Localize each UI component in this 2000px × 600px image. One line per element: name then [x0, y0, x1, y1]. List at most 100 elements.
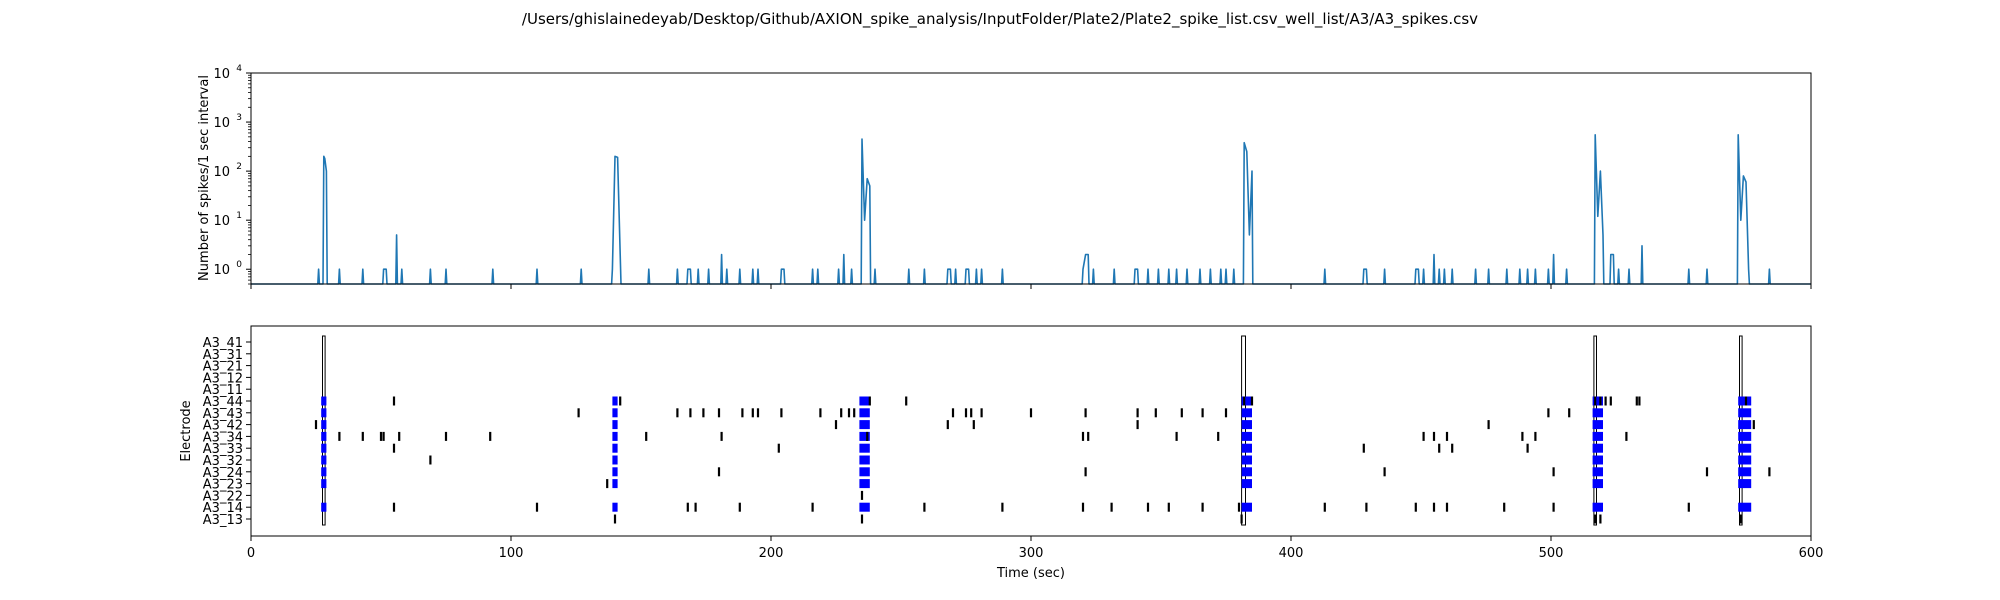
electrode-label: A3_34 [203, 430, 243, 445]
electrode-label: A3_23 [203, 478, 243, 493]
y-tick-label: 10 [213, 214, 230, 229]
burst-mark [321, 502, 327, 512]
x-tick-label: 0 [247, 546, 255, 561]
electrode-label: A3_33 [203, 442, 243, 457]
burst-mark [1241, 467, 1252, 477]
burst-mark [612, 420, 618, 430]
spike-count-plot-frame [250, 72, 1812, 285]
spike-count-x-ticks [250, 284, 1812, 289]
burst-mark [612, 479, 618, 489]
burst-mark [612, 408, 618, 418]
burst-mark [1241, 431, 1252, 441]
y-tick-exponent: 4 [236, 64, 242, 74]
raster-y-ticks: A3_41A3_31A3_21A3_12A3_11A3_44A3_43A3_42… [203, 336, 251, 528]
burst-mark [859, 443, 870, 453]
burst-mark [859, 502, 870, 512]
electrode-label: A3_31 [203, 348, 243, 363]
electrode-label: A3_21 [203, 360, 243, 375]
burst-mark [612, 443, 618, 453]
burst-mark [1241, 443, 1252, 453]
burst-mark [1738, 479, 1752, 489]
y-tick-label: 10 [213, 116, 230, 131]
burst-mark [1241, 420, 1252, 430]
burst-mark [1592, 443, 1603, 453]
y-tick-exponent: 0 [236, 260, 242, 270]
electrode-label: A3_12 [203, 371, 243, 386]
electrode-label: A3_13 [203, 513, 243, 528]
burst-mark [1241, 396, 1252, 406]
raster-x-axis-label: Time (sec) [996, 566, 1065, 581]
burst-mark [1241, 455, 1252, 465]
burst-mark [1592, 502, 1603, 512]
burst-mark [1592, 467, 1603, 477]
x-tick-label: 200 [759, 546, 784, 561]
burst-mark [612, 431, 618, 441]
burst-mark [1241, 479, 1252, 489]
burst-mark [321, 408, 327, 418]
network-burst [1593, 335, 1598, 526]
electrode-label: A3_22 [203, 489, 243, 504]
x-tick-label: 100 [499, 546, 524, 561]
burst-mark [321, 443, 327, 453]
burst-mark [321, 479, 327, 489]
burst-mark [1592, 479, 1603, 489]
raster-plot-frame [250, 325, 1812, 537]
electrode-label: A3_44 [203, 395, 243, 410]
burst-mark [1738, 455, 1752, 465]
spike-count-y-axis-label: Number of spikes/1 sec interval [197, 75, 212, 281]
electrode-label: A3_41 [203, 336, 243, 351]
electrode-label: A3_24 [203, 466, 243, 481]
burst-mark [1738, 408, 1752, 418]
burst-mark [1738, 431, 1752, 441]
burst-mark [1738, 467, 1752, 477]
network-burst [322, 335, 326, 526]
y-tick-exponent: 1 [236, 211, 242, 221]
raster-panel: A3_41A3_31A3_21A3_12A3_11A3_44A3_43A3_42… [179, 325, 1824, 581]
burst-mark [612, 455, 618, 465]
x-tick-label: 300 [1019, 546, 1044, 561]
spike-count-line [251, 134, 1811, 285]
burst-mark [859, 467, 870, 477]
x-tick-label: 400 [1279, 546, 1304, 561]
burst-mark [1738, 420, 1752, 430]
burst-mark [859, 479, 870, 489]
y-tick-label: 10 [213, 263, 230, 278]
burst-mark [1592, 455, 1603, 465]
raster-bursts [321, 396, 1752, 512]
burst-mark [859, 396, 870, 406]
y-tick-label: 10 [213, 165, 230, 180]
burst-mark [1241, 502, 1252, 512]
burst-mark [1738, 443, 1752, 453]
burst-mark [321, 455, 327, 465]
raster-x-ticks: 0 100 200 300 400 500 600 [247, 536, 1824, 561]
burst-mark [612, 502, 618, 512]
electrode-label: A3_43 [203, 407, 243, 422]
burst-mark [321, 431, 327, 441]
electrode-label: A3_14 [203, 501, 243, 516]
electrode-label: A3_42 [203, 419, 243, 434]
burst-mark [859, 420, 870, 430]
electrode-label: A3_11 [203, 383, 243, 398]
burst-mark [1592, 408, 1603, 418]
raster-spikes [314, 396, 1771, 524]
spike-count-series [251, 134, 1811, 285]
figure-title: /Users/ghislainedeyab/Desktop/Github/AXI… [522, 10, 1478, 29]
burst-mark [1738, 396, 1752, 406]
burst-mark [1241, 408, 1252, 418]
burst-mark [612, 467, 618, 477]
burst-mark [321, 467, 327, 477]
burst-mark [859, 431, 870, 441]
x-tick-label: 500 [1539, 546, 1564, 561]
network-burst [1241, 335, 1246, 526]
y-tick-exponent: 3 [236, 113, 242, 123]
spike-count-y-ticks: 10 0 10 1 10 2 10 3 10 4 [213, 64, 251, 285]
raster-network-bursts [322, 335, 1743, 526]
network-burst [1739, 335, 1743, 526]
burst-mark [1592, 396, 1603, 406]
burst-mark [1592, 431, 1603, 441]
raster-y-axis-label: Electrode [179, 400, 194, 461]
y-tick-exponent: 2 [236, 162, 242, 172]
burst-mark [321, 420, 327, 430]
x-tick-label: 600 [1799, 546, 1824, 561]
burst-mark [612, 396, 618, 406]
